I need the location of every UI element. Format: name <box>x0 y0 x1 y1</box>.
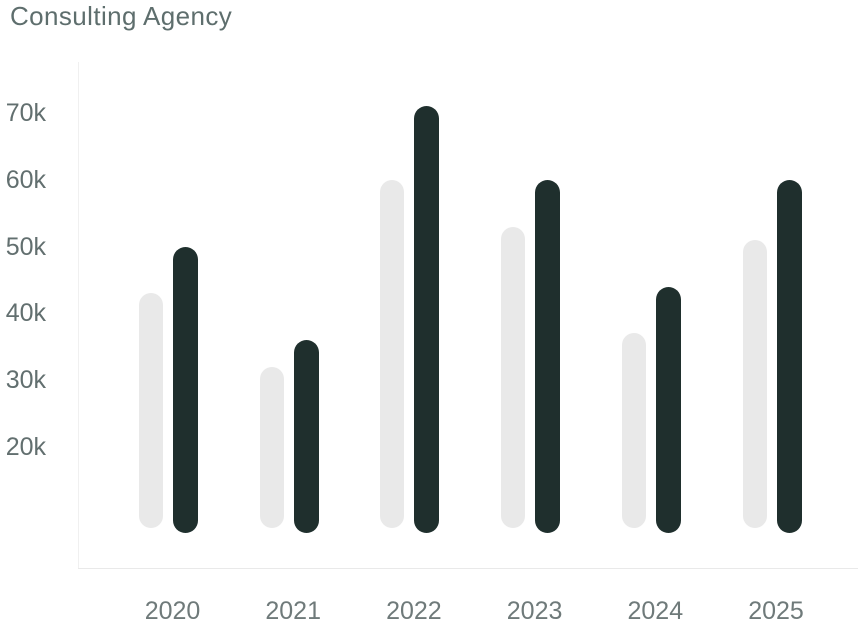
bar-light-2020 <box>139 293 163 528</box>
y-tick-label: 60k <box>5 165 46 194</box>
y-tick-label: 30k <box>5 366 46 395</box>
y-tick-label: 20k <box>5 433 46 461</box>
bar-dark-2025 <box>776 179 802 533</box>
chart-title: Consulting Agency <box>10 1 233 31</box>
bar-dark-2023 <box>535 179 561 533</box>
y-tick-label: 40k <box>5 299 46 328</box>
bar-dark-2024 <box>655 286 681 533</box>
x-tick-label-2022: 2022 <box>386 597 442 624</box>
x-tick-label-2023: 2023 <box>506 597 563 624</box>
x-axis-line <box>78 568 858 569</box>
y-tick-label: 50k <box>5 232 46 261</box>
bar-dark-2022 <box>414 106 440 533</box>
y-tick-label: 70k <box>5 99 46 127</box>
bar-light-2025 <box>742 239 767 528</box>
bar-dark-2020 <box>173 246 198 533</box>
y-axis-line <box>78 62 79 569</box>
x-tick-label-2021: 2021 <box>265 597 321 624</box>
bar-dark-2021 <box>293 340 319 533</box>
x-tick-label-2024: 2024 <box>627 597 684 624</box>
bar-light-2023 <box>501 226 526 528</box>
bar-light-2021 <box>259 366 284 528</box>
x-tick-label-2025: 2025 <box>748 597 804 624</box>
bar-light-2024 <box>621 333 646 528</box>
x-tick-label-2020: 2020 <box>144 597 201 624</box>
bar-light-2022 <box>380 179 405 528</box>
